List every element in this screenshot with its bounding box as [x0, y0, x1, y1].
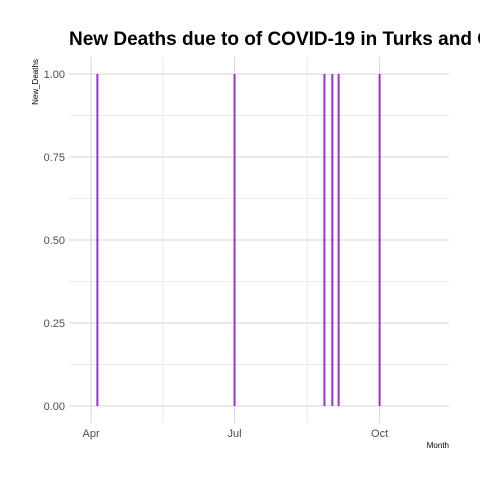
x-tick-label: Apr [83, 428, 100, 440]
bar [323, 74, 326, 406]
bar [337, 74, 340, 406]
bar [378, 74, 381, 406]
y-axis-ticks: 0.00 0.25 0.50 0.75 1.00 [44, 69, 65, 413]
grid [69, 57, 449, 423]
y-tick-label: 0.75 [44, 152, 65, 164]
bar [233, 74, 236, 406]
chart-title: New Deaths due to of COVID-19 in Turks a… [69, 29, 480, 50]
y-tick-label: 0.00 [44, 401, 65, 413]
x-tick-label: Jul [228, 428, 242, 440]
y-tick-label: 1.00 [44, 69, 65, 81]
x-tick-label: Oct [371, 428, 388, 440]
bars [96, 74, 381, 406]
x-axis-ticks: Apr Jul Oct [83, 428, 389, 440]
y-axis-label: New_Deaths [31, 59, 40, 105]
bar [331, 74, 334, 406]
x-axis-label: Month [427, 441, 449, 450]
y-tick-label: 0.25 [44, 318, 65, 330]
y-tick-label: 0.50 [44, 235, 65, 247]
bar [96, 74, 99, 406]
